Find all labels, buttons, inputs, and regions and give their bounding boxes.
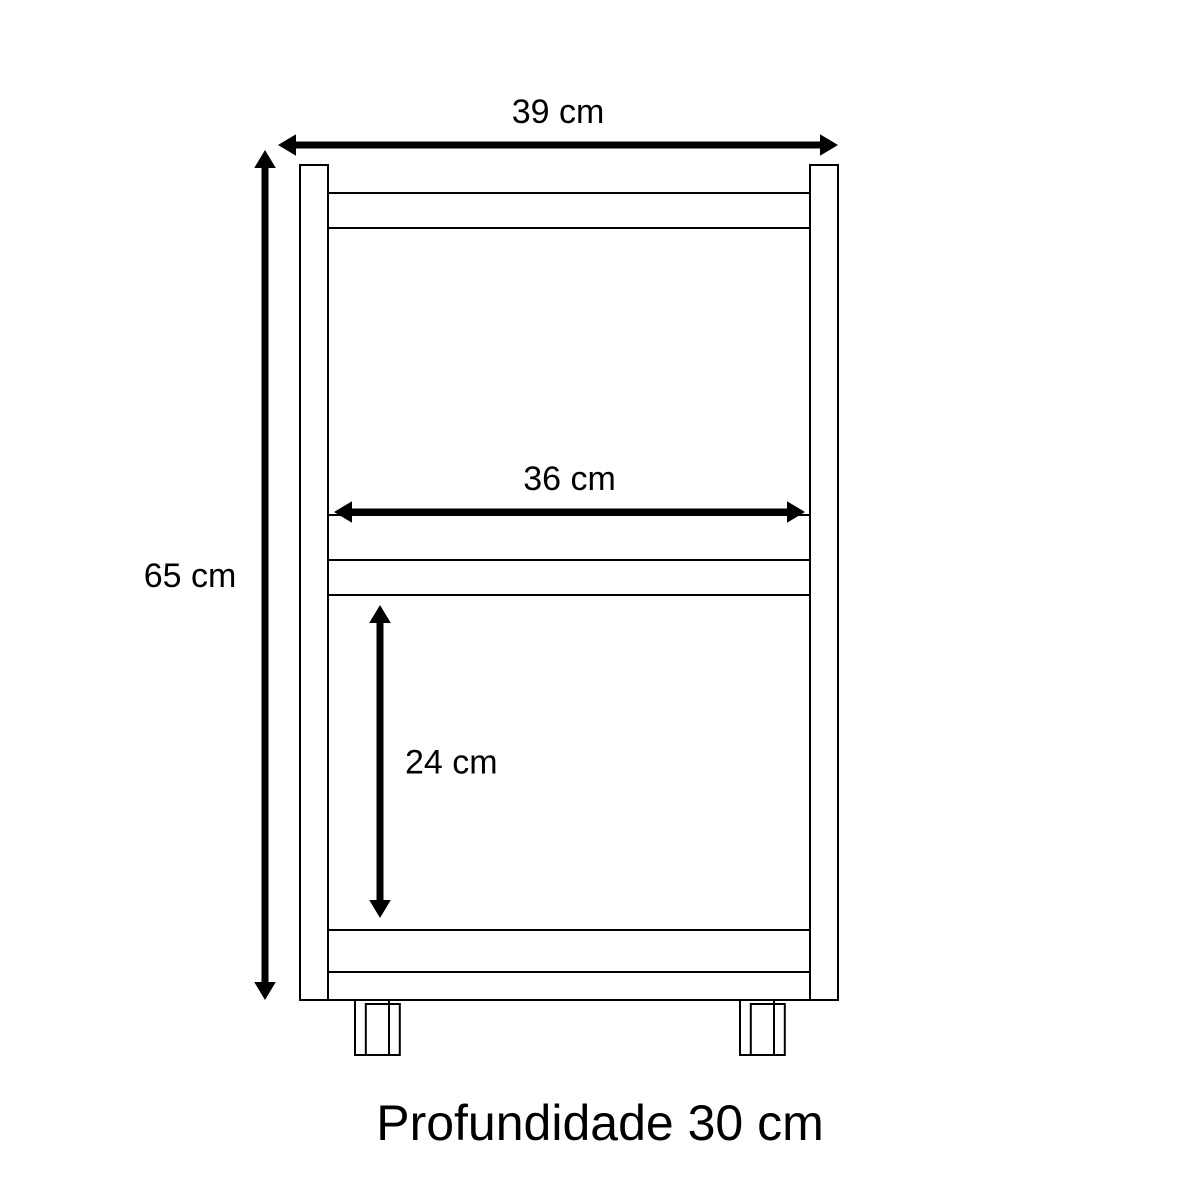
bottom-rail [328, 930, 810, 972]
dim-arrow-lower-height [369, 605, 391, 918]
label-lower-height: 24 cm [405, 744, 498, 782]
caster-left [355, 1000, 400, 1055]
dimension-diagram: 39 cm 65 cm 36 cm 24 cm Profundidade 30 … [0, 0, 1200, 1200]
mid-shelf [328, 515, 810, 560]
label-left-height: 65 cm [144, 557, 237, 595]
left-side-panel [300, 165, 328, 1000]
dim-arrow-left-height [254, 150, 276, 1000]
label-top-width: 39 cm [512, 93, 605, 131]
dim-arrow-top-width [278, 134, 838, 156]
label-depth: Profundidade 30 cm [376, 1095, 824, 1151]
right-side-panel [810, 165, 838, 1000]
caster-right [740, 1000, 785, 1055]
dim-arrow-mid-width [334, 501, 805, 523]
label-mid-width: 36 cm [523, 460, 616, 498]
top-rail [328, 193, 810, 228]
